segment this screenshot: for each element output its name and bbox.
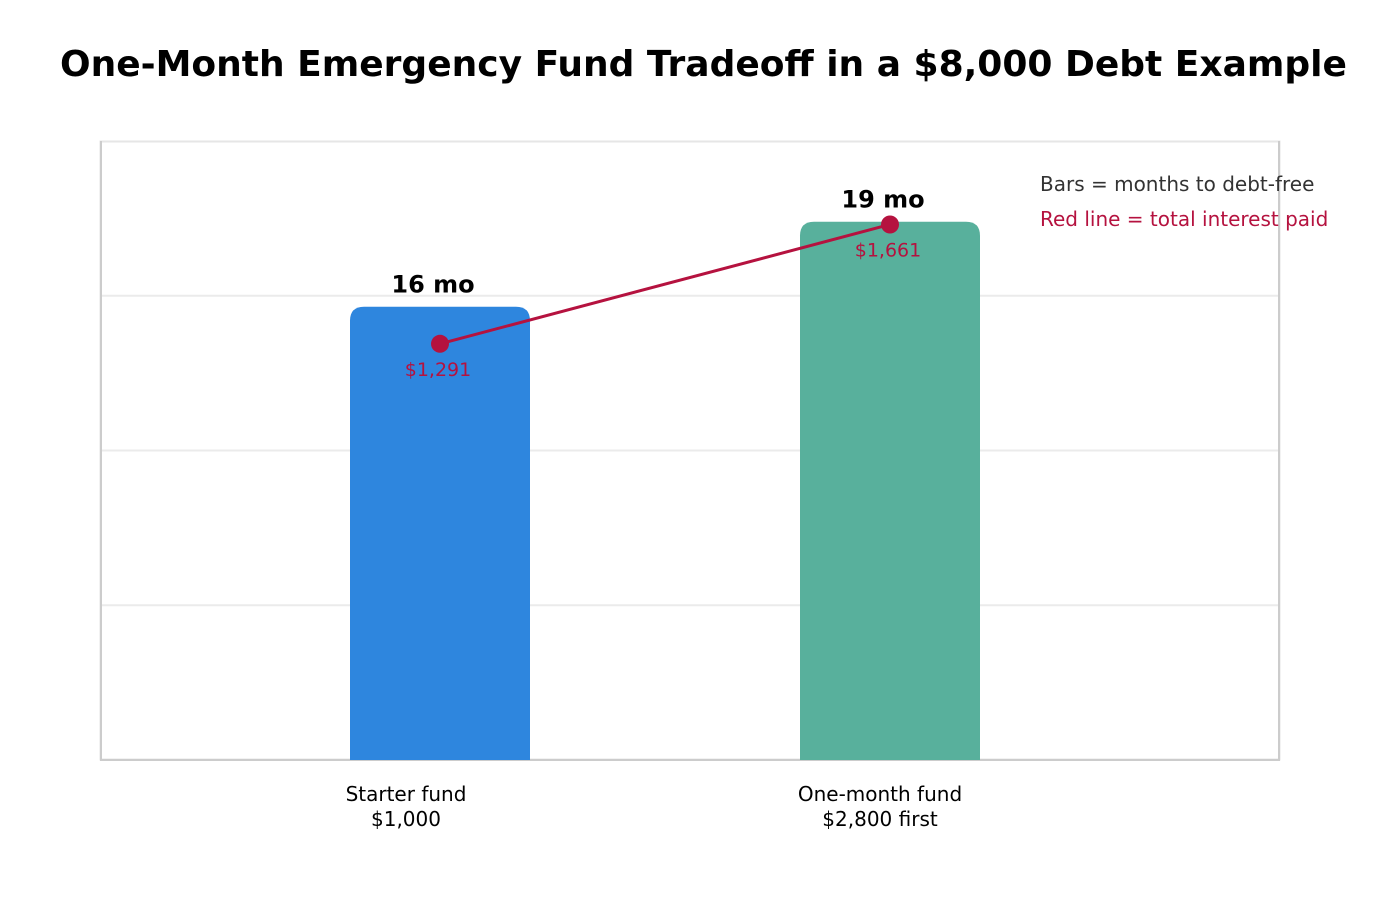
interest-point [431, 334, 449, 353]
annotation-bars: Bars = months to debt-free [1040, 172, 1314, 196]
x-tick-label-sub: $2,800 first [822, 807, 938, 831]
x-tick-label: Starter fund [346, 782, 467, 806]
interest-point [881, 215, 899, 234]
bar-value-label: 19 mo [841, 186, 924, 214]
bar [350, 306, 530, 760]
interest-line [439, 223, 891, 346]
x-tick-label: One-month fund [798, 782, 962, 806]
bar [800, 221, 980, 760]
annotation-red-line: Red line = total interest paid [1040, 207, 1328, 231]
x-tick-label-sub: $1,000 [371, 807, 441, 831]
bar-value-label: 16 mo [391, 271, 474, 299]
chart-title: One-Month Emergency Fund Tradeoff in a $… [60, 44, 1347, 85]
line-value-label: $1,291 [405, 359, 471, 381]
gridlines [100, 294, 1280, 607]
line-value-label: $1,661 [855, 240, 921, 262]
